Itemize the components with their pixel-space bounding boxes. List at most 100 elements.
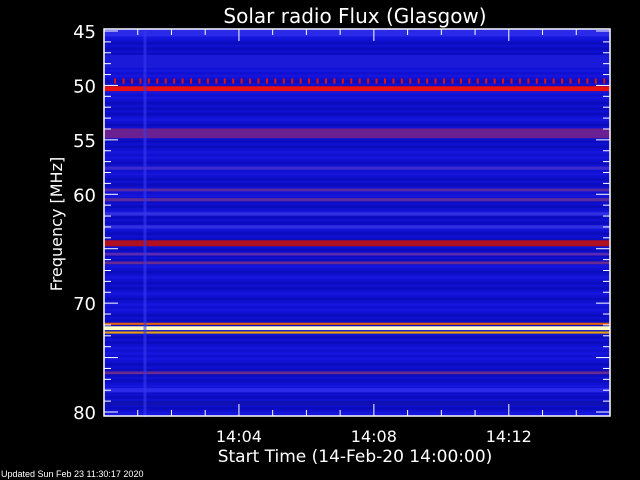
frequency-band	[104, 225, 610, 229]
band-dot	[206, 78, 209, 84]
noise-stripe	[104, 379, 610, 383]
noise-stripe	[104, 384, 610, 388]
band-dot	[459, 78, 462, 84]
noise-stripe	[104, 346, 610, 350]
band-dot	[400, 78, 403, 84]
noise-stripe	[104, 335, 610, 339]
band-dot	[274, 78, 277, 84]
frequency-band	[104, 252, 610, 256]
noise-stripe	[104, 139, 610, 143]
x-tick-label: 14:12	[486, 427, 532, 446]
band-dot	[510, 78, 513, 84]
noise-stripe	[104, 363, 610, 367]
noise-stripe	[104, 292, 610, 296]
band-dot	[434, 78, 437, 84]
band-dot	[308, 78, 311, 84]
noise-stripe	[104, 270, 610, 274]
band-dot	[282, 78, 285, 84]
band-dot	[468, 78, 471, 84]
noise-stripe	[104, 352, 610, 356]
noise-stripe	[104, 101, 610, 105]
band-dot	[594, 78, 597, 84]
y-tick-label: 60	[73, 185, 96, 206]
vertical-burst	[143, 31, 147, 417]
band-dot	[577, 78, 580, 84]
band-dot	[232, 78, 235, 84]
noise-stripe	[104, 74, 610, 78]
noise-stripe	[104, 341, 610, 345]
band-dot	[223, 78, 226, 84]
band-dot	[147, 78, 150, 84]
noise-stripe	[104, 123, 610, 127]
frequency-band	[104, 128, 610, 139]
band-dot	[451, 78, 454, 84]
noise-stripe	[104, 297, 610, 301]
band-dot	[114, 78, 117, 84]
y-tick-label: 80	[73, 403, 96, 424]
band-dot	[164, 78, 167, 84]
frequency-band	[104, 188, 610, 192]
band-dot	[341, 78, 344, 84]
noise-stripe	[104, 248, 610, 252]
noise-stripe	[104, 281, 610, 285]
band-dot	[350, 78, 353, 84]
band-dot	[544, 78, 547, 84]
noise-stripe	[104, 259, 610, 263]
noise-stripe	[104, 161, 610, 165]
band-dot	[375, 78, 378, 84]
band-dot	[569, 78, 572, 84]
band-dot	[603, 78, 606, 84]
noise-stripe	[104, 221, 610, 225]
frequency-band	[104, 401, 610, 406]
noise-stripe	[104, 145, 610, 149]
frequency-band	[104, 166, 610, 170]
noise-stripe	[104, 205, 610, 209]
noise-stripe	[104, 319, 610, 323]
noise-stripe	[104, 112, 610, 116]
band-dot	[198, 78, 201, 84]
noise-stripe	[104, 79, 610, 83]
x-axis-label: Start Time (14-Feb-20 14:00:00)	[218, 447, 493, 467]
frequency-band	[104, 240, 610, 247]
band-dot	[409, 78, 412, 84]
y-tick-label: 50	[73, 76, 96, 97]
band-dot	[257, 78, 260, 84]
noise-stripe	[104, 47, 610, 51]
noise-stripe	[104, 194, 610, 198]
frequency-band	[104, 212, 610, 216]
band-dot	[485, 78, 488, 84]
x-tick-label: 14:04	[216, 427, 262, 446]
band-dot	[493, 78, 496, 84]
frequency-band	[104, 54, 610, 69]
noise-stripe	[104, 308, 610, 312]
noise-stripe	[104, 150, 610, 154]
band-dot	[173, 78, 176, 84]
band-dot	[299, 78, 302, 84]
band-dot	[265, 78, 268, 84]
frequency-band	[104, 29, 610, 37]
frequency-band	[104, 388, 610, 393]
noise-stripe	[104, 232, 610, 236]
band-dot	[122, 78, 125, 84]
noise-stripe	[104, 406, 610, 410]
noise-stripe	[104, 118, 610, 122]
band-dot	[535, 78, 538, 84]
noise-stripe	[104, 286, 610, 290]
noise-stripe	[104, 303, 610, 307]
axes: 45 50 55 60 70 80 14:04 14:08 14:12	[73, 22, 611, 446]
updated-timestamp: Updated Sun Feb 23 11:30:17 2020	[1, 469, 144, 479]
band-dot	[181, 78, 184, 84]
noise-stripe	[104, 172, 610, 176]
noise-stripe	[104, 41, 610, 45]
noise-stripe	[104, 395, 610, 399]
band-dot	[561, 78, 564, 84]
band-dot	[367, 78, 370, 84]
x-tick-label: 14:08	[351, 427, 397, 446]
noise-stripe	[104, 156, 610, 160]
frequency-band	[104, 371, 610, 375]
frequency-band	[104, 86, 610, 92]
band-dot	[291, 78, 294, 84]
band-dot	[249, 78, 252, 84]
noise-stripe	[104, 177, 610, 181]
